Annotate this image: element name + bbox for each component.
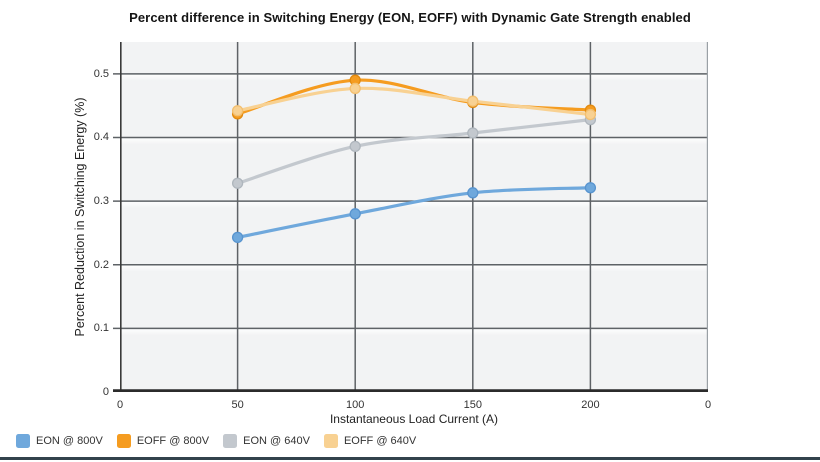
chart-title: Percent difference in Switching Energy (… bbox=[129, 10, 691, 25]
y-tick-label: 0.2 bbox=[93, 258, 109, 271]
legend-label: EON @ 800V bbox=[36, 435, 103, 447]
y-tick-label: 0.5 bbox=[93, 67, 109, 80]
x-tick-label: 0 bbox=[704, 399, 712, 411]
data-point bbox=[584, 182, 597, 194]
data-point bbox=[467, 95, 479, 107]
y-axis-title: Percent Reduction in Switching Energy (%… bbox=[73, 97, 87, 337]
series-line-eon-800v bbox=[236, 186, 592, 239]
legend-item-eoff-800v[interactable]: EOFF @ 800V bbox=[116, 434, 210, 448]
data-point bbox=[584, 108, 597, 121]
x-tick-label: 150 bbox=[463, 399, 482, 411]
x-tick-label: 0 bbox=[116, 399, 124, 411]
legend-label: EOFF @ 800V bbox=[136, 435, 210, 447]
plot-area bbox=[113, 42, 708, 392]
legend-swatch-eon-640v bbox=[223, 434, 238, 448]
y-tick-label: 0.1 bbox=[93, 322, 109, 335]
legend-label: EON @ 640V bbox=[243, 435, 310, 447]
y-tick-label: 0 bbox=[102, 386, 109, 398]
data-point bbox=[231, 231, 244, 244]
x-tick-label: 200 bbox=[581, 399, 600, 411]
x-tick-label: 100 bbox=[346, 399, 365, 411]
data-point bbox=[349, 140, 361, 153]
bottom-divider bbox=[0, 457, 820, 460]
legend-item-eon-800v[interactable]: EON @ 800V bbox=[16, 434, 103, 448]
legend-swatch-eoff-800v bbox=[116, 434, 131, 448]
x-tick-label: 50 bbox=[231, 399, 244, 411]
legend-swatch-eon-800v bbox=[16, 434, 30, 448]
series-line-eoff-640v bbox=[236, 86, 592, 117]
data-point bbox=[467, 127, 479, 139]
legend-label: EOFF @ 640V bbox=[343, 435, 417, 447]
data-point bbox=[231, 105, 244, 117]
data-point bbox=[349, 82, 361, 95]
y-tick-label: 0.4 bbox=[93, 131, 109, 144]
y-tick-label: 0.3 bbox=[93, 195, 109, 208]
x-axis-title: Instantaneous Load Current (A) bbox=[329, 412, 499, 426]
data-point bbox=[231, 177, 244, 189]
data-point bbox=[467, 187, 479, 199]
chart-legend: EON @ 800V EOFF @ 800V EON @ 640V EOFF @ 64… bbox=[16, 434, 416, 448]
series-line-eon-640v bbox=[236, 118, 592, 185]
legend-swatch-eoff-640v bbox=[323, 434, 338, 448]
legend-item-eon-640v[interactable]: EON @ 640V bbox=[223, 434, 310, 448]
data-point bbox=[349, 208, 361, 220]
legend-item-eoff-640v[interactable]: EOFF @ 640V bbox=[323, 434, 417, 448]
